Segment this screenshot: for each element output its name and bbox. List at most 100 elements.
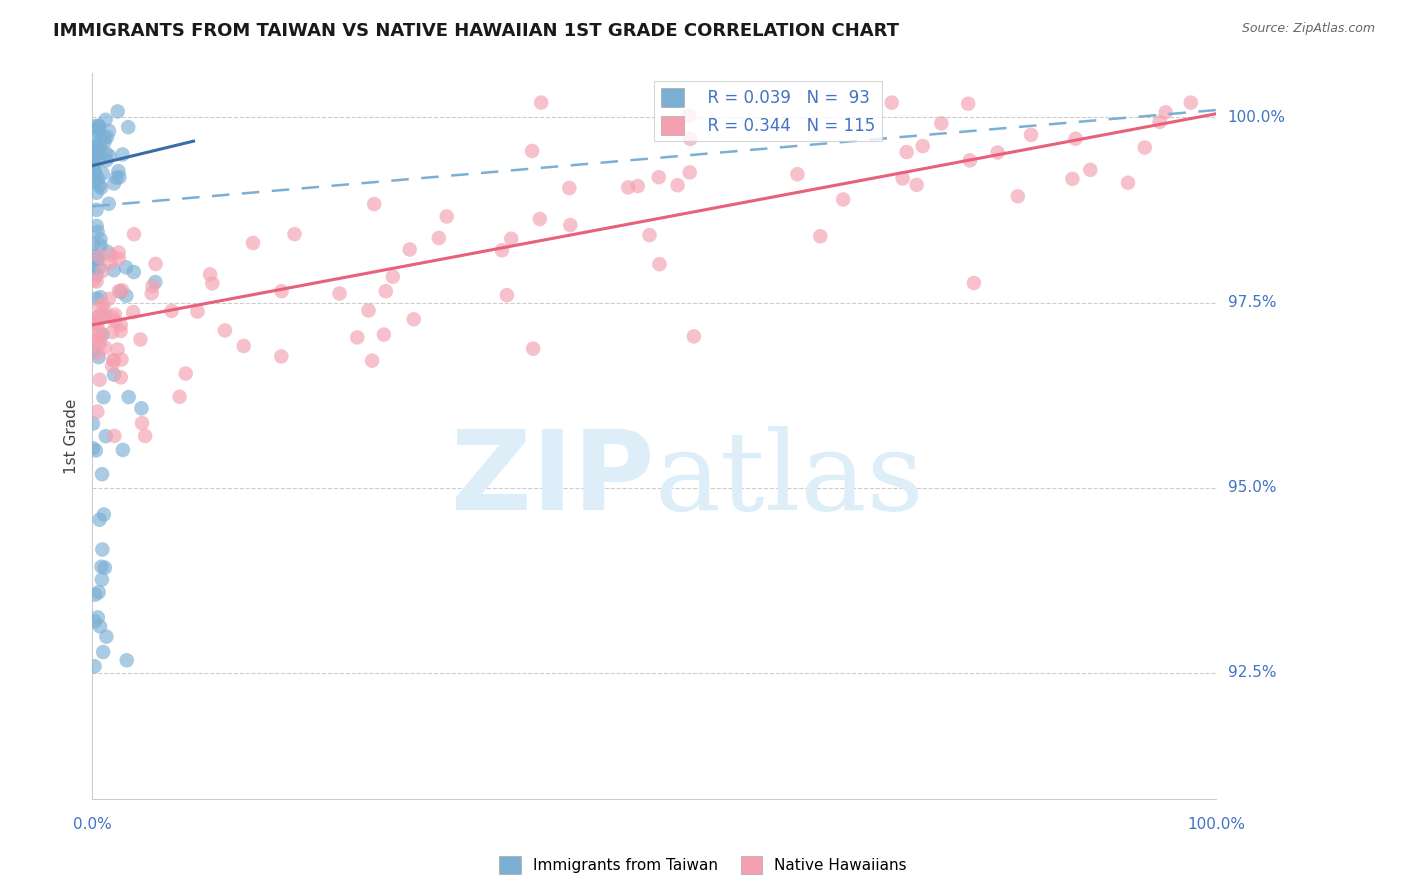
Point <box>93 135 115 149</box>
Point <box>427 231 450 245</box>
Point <box>86 275 108 289</box>
Point <box>808 229 831 244</box>
Point <box>1062 172 1084 186</box>
Point <box>117 390 139 404</box>
Point <box>122 305 145 319</box>
Point <box>891 171 914 186</box>
Text: IMMIGRANTS FROM TAIWAN VS NATIVE HAWAIIAN 1ST GRADE CORRELATION CHART: IMMIGRANTS FROM TAIWAN VS NATIVE HAWAIIA… <box>53 22 900 40</box>
Point <box>83 237 105 252</box>
Point <box>86 252 108 266</box>
Point <box>90 559 112 574</box>
Point <box>87 145 110 159</box>
Point <box>93 390 115 404</box>
Point <box>131 401 153 416</box>
Point <box>100 248 122 262</box>
Point <box>558 181 581 195</box>
Point <box>786 167 808 181</box>
Point <box>86 320 108 334</box>
Point <box>89 250 111 264</box>
Point <box>87 153 110 168</box>
Point <box>122 227 145 242</box>
Point <box>96 130 118 145</box>
Point <box>98 149 121 163</box>
Point <box>398 243 420 257</box>
Point <box>110 352 132 367</box>
Point <box>82 344 104 359</box>
Point <box>93 508 115 522</box>
Point <box>90 238 112 252</box>
Point <box>91 542 114 557</box>
Point <box>361 353 384 368</box>
Point <box>896 145 918 159</box>
Point <box>87 172 110 186</box>
Point <box>94 112 117 127</box>
Point <box>957 96 980 111</box>
Point <box>105 170 128 185</box>
Point <box>911 139 934 153</box>
Point <box>89 290 111 304</box>
Point <box>103 353 125 368</box>
Point <box>117 120 139 135</box>
Point <box>82 263 104 277</box>
Point <box>617 180 640 194</box>
Point <box>270 284 292 298</box>
Point <box>86 147 108 161</box>
Point <box>94 304 117 318</box>
Point <box>89 300 111 314</box>
Point <box>1007 189 1029 203</box>
Point <box>87 350 110 364</box>
Point <box>107 104 129 119</box>
Point <box>94 560 117 574</box>
Point <box>270 350 292 364</box>
Point <box>94 146 117 161</box>
Point <box>108 170 131 185</box>
Point <box>96 630 118 644</box>
Point <box>283 227 305 241</box>
Point <box>905 178 928 192</box>
Point <box>84 119 107 133</box>
Point <box>107 245 129 260</box>
Text: 0.0%: 0.0% <box>73 817 112 832</box>
Point <box>679 165 702 179</box>
Point <box>436 210 458 224</box>
Point <box>141 286 163 301</box>
Point <box>402 312 425 326</box>
Point <box>101 325 124 339</box>
Point <box>91 467 114 482</box>
Point <box>169 390 191 404</box>
Point <box>101 359 124 373</box>
Point <box>84 249 107 263</box>
Point <box>87 585 110 599</box>
Legend:   R = 0.039   N =  93,   R = 0.344   N = 115: R = 0.039 N = 93, R = 0.344 N = 115 <box>654 81 882 142</box>
Point <box>93 130 115 145</box>
Point <box>86 225 108 239</box>
Point <box>373 327 395 342</box>
Point <box>87 119 110 133</box>
Text: 100.0%: 100.0% <box>1227 110 1285 125</box>
Point <box>90 141 112 155</box>
Point <box>529 212 551 227</box>
Point <box>111 442 134 457</box>
Text: 95.0%: 95.0% <box>1227 480 1277 495</box>
Point <box>91 167 114 181</box>
Point <box>89 178 111 193</box>
Point <box>103 353 125 368</box>
Point <box>97 196 120 211</box>
Point <box>90 573 112 587</box>
Point <box>682 329 704 343</box>
Point <box>381 269 404 284</box>
Point <box>83 615 105 629</box>
Point <box>86 316 108 330</box>
Point <box>82 417 104 431</box>
Text: 97.5%: 97.5% <box>1227 295 1277 310</box>
Point <box>186 304 208 318</box>
Point <box>82 158 104 172</box>
Point <box>87 136 110 151</box>
Point <box>104 308 127 322</box>
Point <box>363 197 385 211</box>
Point <box>89 513 111 527</box>
Point <box>83 148 105 162</box>
Point <box>98 256 121 270</box>
Point <box>1064 132 1087 146</box>
Point <box>496 288 519 302</box>
